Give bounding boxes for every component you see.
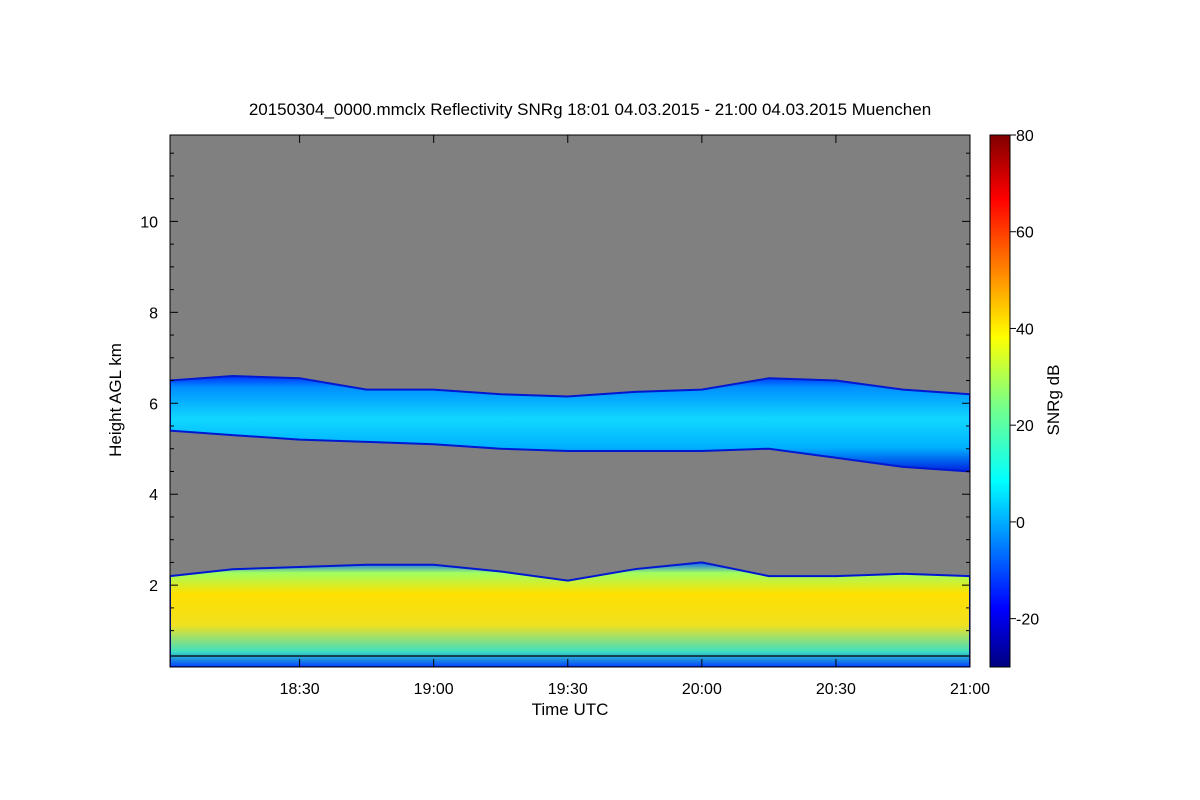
colorbar-gradient (989, 134, 1011, 668)
y-tick-label: 2 (149, 578, 158, 595)
x-tick-label: 20:00 (682, 681, 722, 698)
y-tick-label: 4 (149, 487, 158, 504)
x-tick-label: 21:00 (950, 681, 990, 698)
x-axis: 18:30 19:00 19:30 20:00 20:30 21:00 (280, 135, 990, 698)
chart-title: 20150304_0000.mmclx Reflectivity SNRg 18… (249, 100, 931, 119)
colorbar-tick-label: 0 (1016, 515, 1025, 532)
y-axis-label: Height AGL km (106, 343, 125, 457)
plot-frame (169, 134, 971, 668)
colorbar-tick-label: 60 (1016, 225, 1034, 242)
y-axis: 2 4 6 8 10 (140, 152, 970, 632)
x-tick-label: 20:30 (816, 681, 856, 698)
y-tick-label: 6 (149, 396, 158, 413)
plot-area (170, 135, 970, 667)
x-tick-label: 18:30 (280, 681, 320, 698)
x-axis-label: Time UTC (532, 700, 609, 719)
x-tick-label: 19:00 (414, 681, 454, 698)
x-tick-label: 19:30 (548, 681, 588, 698)
colorbar-tick-label: 80 (1016, 128, 1034, 145)
cloud-layer-1 (170, 374, 970, 473)
colorbar-tick-label: 40 (1016, 321, 1034, 338)
y-tick-label: 8 (149, 305, 158, 322)
colorbar-tick-label: -20 (1016, 612, 1039, 629)
cloud-layer-2 (170, 561, 970, 667)
y-tick-label: 10 (140, 214, 158, 231)
colorbar-tick-label: 20 (1016, 418, 1034, 435)
colorbar: -20 0 20 40 60 80 SNRg dB (989, 128, 1063, 668)
colorbar-label: SNRg dB (1044, 365, 1063, 436)
